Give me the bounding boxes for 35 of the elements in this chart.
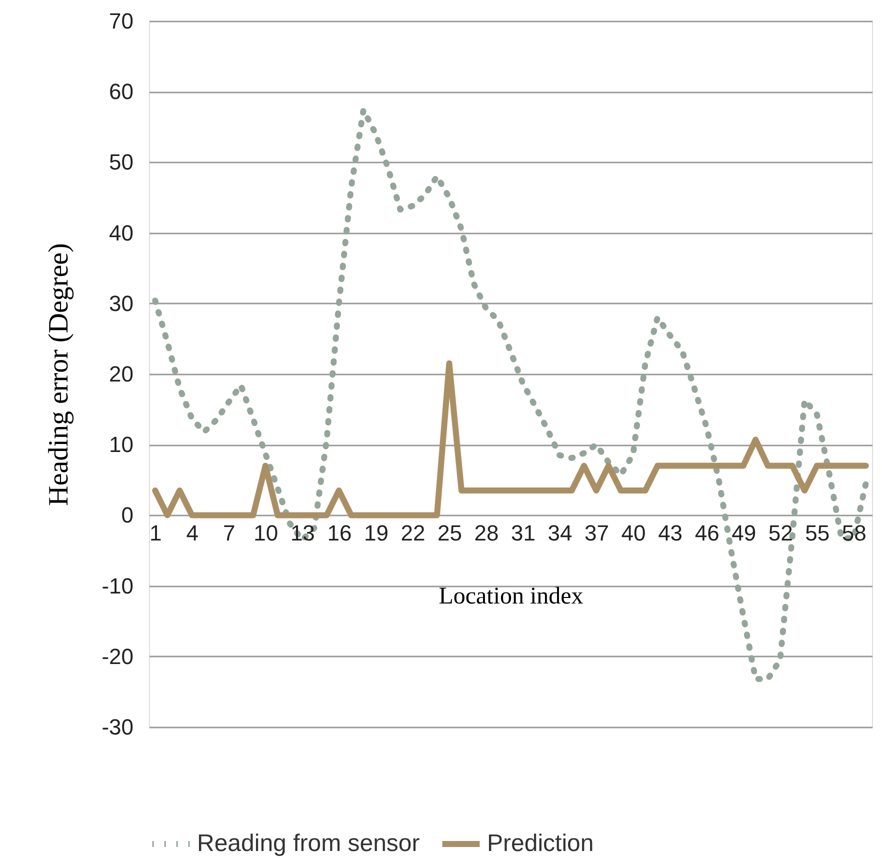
y-tick-label: 20 (109, 362, 134, 386)
x-tick-label: 10 (254, 520, 278, 546)
x-tick-label: 28 (474, 520, 499, 546)
x-tick-label: 34 (548, 520, 572, 546)
x-tick-label: 31 (511, 520, 536, 546)
y-tick-label: -10 (102, 573, 134, 598)
y-tick-label: 0 (121, 502, 134, 528)
y-tick-label: 30 (109, 290, 134, 316)
y-tick-label: -20 (102, 644, 134, 669)
x-tick-label: 25 (437, 520, 462, 546)
x-axis-title: Location index (438, 584, 584, 610)
x-tick-label: 49 (732, 520, 756, 546)
y-axis-title: Heading error (Degree) (44, 243, 75, 506)
x-tick-label: 16 (327, 520, 352, 546)
x-tick-label: 1 (150, 520, 162, 546)
x-tick-label: 52 (768, 520, 793, 546)
x-tick-label: 46 (694, 520, 720, 546)
x-tick-label: 22 (400, 520, 426, 546)
y-tick-label: 70 (109, 8, 134, 34)
x-tick-label: 37 (584, 520, 610, 546)
x-tick-label: 58 (842, 520, 866, 546)
legend-label: Reading from sensor (197, 830, 420, 857)
y-tick-label: 10 (109, 432, 134, 458)
y-tick-label: 40 (109, 220, 134, 246)
x-tick-label: 43 (658, 520, 683, 546)
x-tick-label: 4 (186, 520, 199, 546)
legend-label: Prediction (487, 830, 594, 857)
x-tick-label: 55 (805, 520, 830, 546)
x-tick-label: 19 (364, 520, 388, 546)
y-tick-label: -30 (102, 714, 134, 740)
x-tick-label: 13 (290, 520, 315, 546)
x-tick-label: 40 (621, 520, 646, 546)
y-tick-label: 50 (109, 150, 134, 175)
y-tick-label: 60 (109, 79, 134, 104)
x-tick-label: 7 (223, 520, 236, 546)
